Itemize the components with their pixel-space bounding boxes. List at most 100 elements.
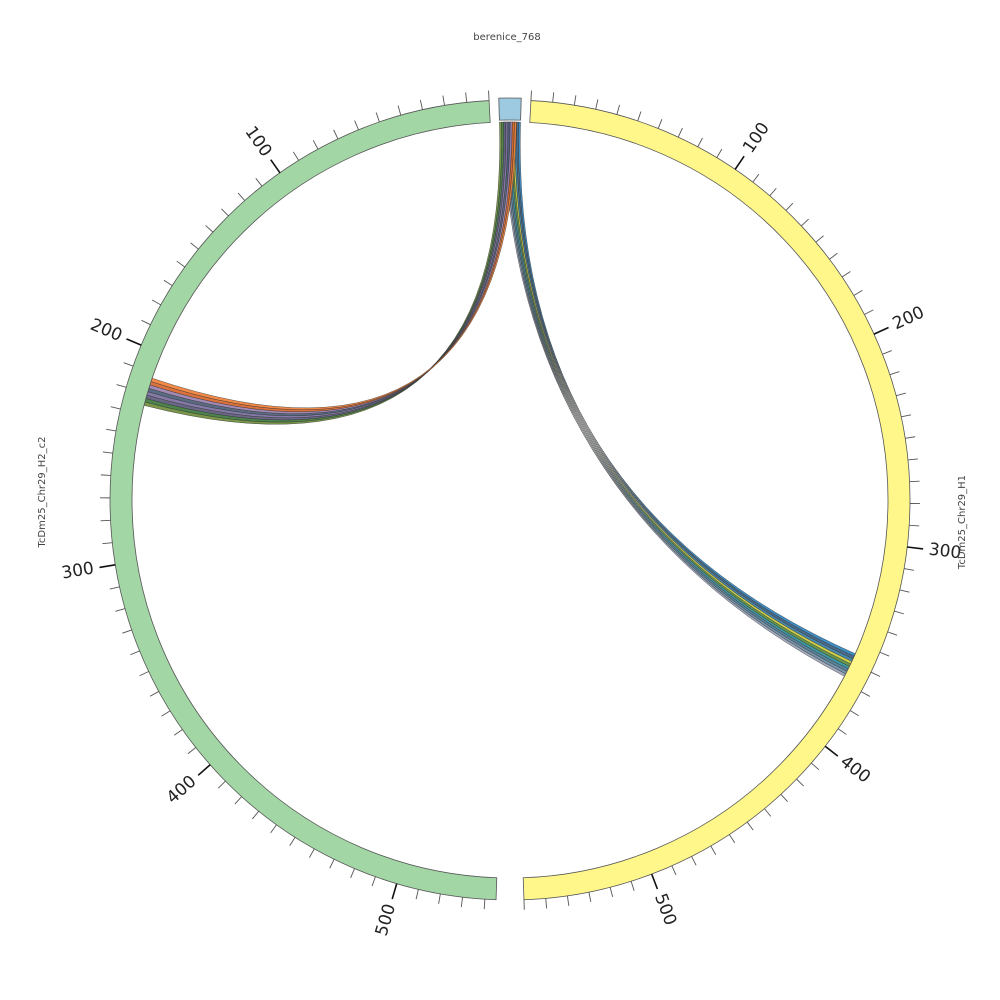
minor-tick [853,289,863,296]
minor-tick [609,887,614,898]
minor-tick [375,112,380,123]
minor-tick [109,586,120,590]
minor-tick [102,451,113,454]
major-tick [824,745,839,757]
minor-tick [907,458,918,461]
minor-tick [899,589,910,593]
tick-label: 200 [890,303,928,335]
minor-tick [218,780,226,789]
minor-tick [292,151,300,161]
major-tick [907,546,924,550]
minor-tick [903,568,915,571]
minor-tick [397,105,402,116]
tick-label: 500 [650,891,680,928]
minor-tick [864,309,874,315]
minor-tick [811,762,820,770]
minor-tick [173,729,183,736]
minor-tick [860,691,871,697]
minor-tick [764,808,772,817]
minor-tick [438,893,441,904]
minor-tick [697,137,703,148]
minor-tick [350,868,355,878]
minor-tick [849,710,859,717]
segment-H2 [109,100,498,901]
minor-tick [769,187,777,197]
minor-tick [312,140,319,150]
minor-tick [234,796,242,805]
minor-tick [637,111,642,122]
minor-tick [616,104,621,115]
major-tick [197,764,211,776]
segment-berenice_768 [498,97,522,121]
minor-tick [896,392,906,397]
minor-tick [100,519,111,522]
minor-tick [566,895,570,906]
minor-tick [149,691,160,697]
minor-tick [141,319,151,326]
tick-label: 100 [241,123,276,161]
link-ribbon-H1 [510,121,851,667]
minor-tick [691,856,697,866]
minor-tick [130,650,140,656]
minor-tick [465,92,468,103]
minor-tick [746,821,754,831]
minor-tick [252,810,260,820]
minor-tick [237,192,246,201]
minor-tick [752,173,760,183]
minor-tick [309,848,315,858]
minor-tick [371,876,376,887]
minor-tick [483,899,486,910]
minor-tick [110,406,121,410]
minor-tick [116,384,127,388]
minor-tick [151,299,162,306]
segment-H1 [522,100,911,901]
minor-tick [123,362,134,367]
minor-tick [333,129,339,140]
minor-tick [785,202,794,211]
minor-tick [102,542,113,545]
major-tick [734,155,745,170]
major-tick [99,564,116,569]
minor-tick [710,845,717,855]
minor-tick [894,610,904,615]
minor-tick [122,629,132,634]
major-tick [650,873,659,890]
minor-tick [329,859,335,869]
tick-label: 500 [372,902,400,939]
minor-tick [530,90,532,101]
ticks-layer [99,90,924,910]
minor-tick [671,865,677,876]
tick-label: 300 [60,559,95,584]
minor-tick [595,99,599,110]
minor-tick [889,371,900,376]
segment-label-berenice_768: berenice_768 [473,32,540,43]
minor-tick [270,824,277,834]
minor-tick [796,778,804,787]
minor-tick [677,127,683,138]
minor-tick [879,651,890,657]
minor-tick [887,631,898,636]
minor-tick [801,218,809,227]
minor-tick [205,225,214,233]
minor-tick [488,90,490,101]
minor-tick [106,428,117,432]
minor-tick [442,95,445,106]
major-tick [391,883,398,900]
tick-label: 300 [928,540,963,564]
minor-tick [161,710,171,717]
minor-tick [815,235,824,243]
tick-label: 400 [836,752,874,788]
link-ribbon-H1 [503,121,846,677]
minor-tick [716,148,723,158]
minor-tick [187,747,197,755]
minor-tick [176,260,186,268]
minor-tick [190,242,199,250]
segments-layer [109,97,911,901]
minor-tick [289,837,296,847]
minor-tick [588,892,592,903]
minor-tick [905,436,916,439]
minor-tick [870,671,881,677]
major-tick [873,326,889,335]
minor-tick [728,834,736,844]
